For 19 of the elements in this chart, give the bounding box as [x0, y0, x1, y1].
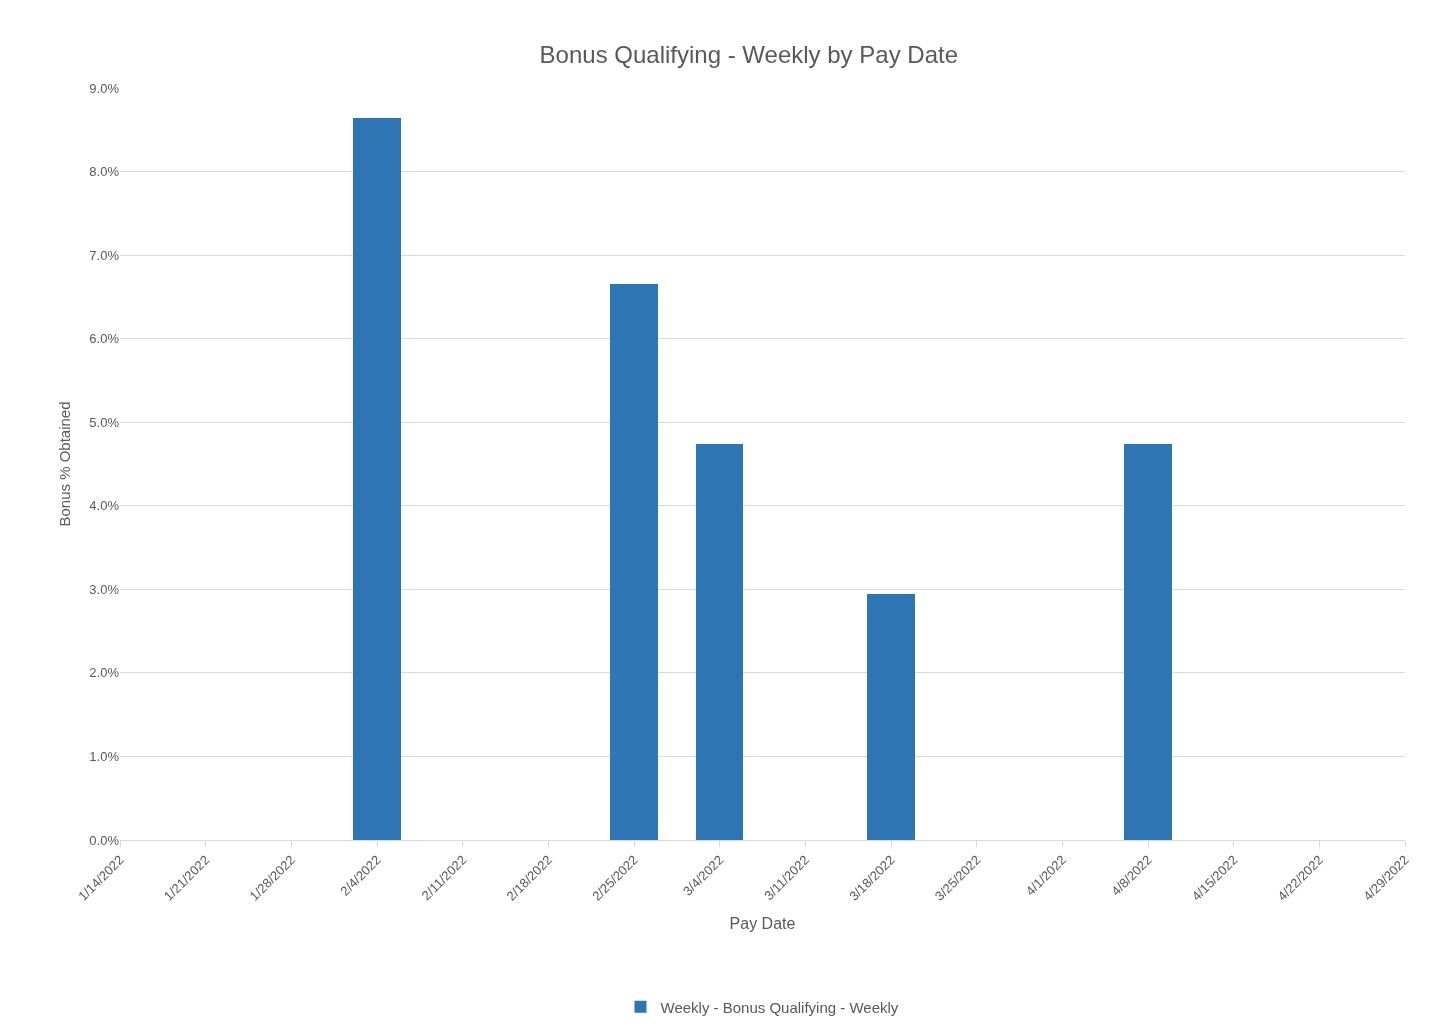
y-tick-label: 4.0% [89, 498, 120, 514]
y-tick-label: 3.0% [89, 581, 120, 597]
bar [867, 594, 915, 840]
y-tick-label: 1.0% [89, 748, 120, 764]
y-tick-label: 6.0% [89, 331, 120, 347]
y-tick-label: 8.0% [89, 164, 120, 180]
bar [610, 284, 658, 840]
legend-label: Weekly - Bonus Qualifying - Weekly [660, 998, 899, 1016]
bar [1124, 444, 1172, 840]
bar [696, 444, 743, 840]
x-axis-title: Pay Date [729, 915, 796, 933]
y-tick-label: 2.0% [89, 665, 120, 681]
y-tick-label: 5.0% [89, 414, 120, 430]
bar [353, 118, 401, 840]
chart-title: Bonus Qualifying - Weekly by Pay Date [539, 41, 959, 69]
y-tick-label: 9.0% [89, 80, 120, 96]
y-tick-label: 7.0% [89, 247, 120, 263]
y-axis-title: Bonus % Obtained [55, 401, 73, 527]
y-tick-label: 0.0% [89, 832, 120, 848]
